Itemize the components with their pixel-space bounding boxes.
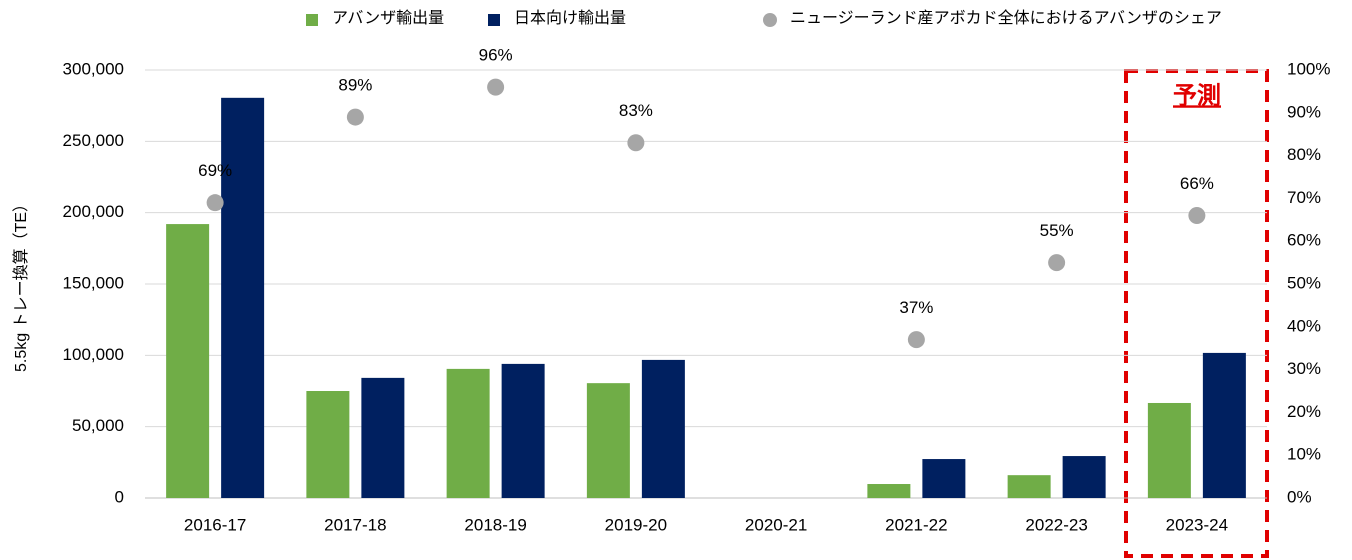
- legend-label: ニュージーランド産アボカド全体におけるアバンザのシェア: [790, 9, 1222, 27]
- x-tick-label: 2018-19: [464, 515, 526, 534]
- data-label: 69%: [198, 161, 232, 180]
- y-tick-label: 300,000: [63, 59, 124, 78]
- legend-marker: [306, 14, 318, 26]
- bar: [306, 391, 350, 498]
- y-tick-label: 250,000: [63, 131, 124, 150]
- y2-tick-label: 90%: [1287, 102, 1321, 121]
- x-tick-label: 2022-23: [1025, 515, 1087, 534]
- bar: [166, 224, 210, 498]
- y2-tick-label: 80%: [1287, 145, 1321, 164]
- data-label: 83%: [619, 101, 653, 120]
- data-label: 37%: [899, 298, 933, 317]
- y-tick-label: 0: [115, 487, 124, 506]
- share-dot: [346, 108, 364, 126]
- y2-tick-label: 10%: [1287, 445, 1321, 464]
- share-dot: [907, 331, 925, 349]
- bar: [1007, 475, 1051, 498]
- bar: [922, 459, 966, 498]
- y2-tick-label: 60%: [1287, 231, 1321, 250]
- bar: [221, 97, 265, 498]
- bar: [1202, 352, 1246, 498]
- bar: [361, 377, 405, 498]
- y-tick-label: 50,000: [72, 416, 124, 435]
- bar: [501, 363, 545, 498]
- bar: [1147, 402, 1191, 498]
- y2-tick-label: 0%: [1287, 487, 1312, 506]
- share-dot: [1188, 207, 1206, 225]
- annotation: 予測: [1173, 81, 1221, 109]
- data-label: 55%: [1040, 221, 1074, 240]
- share-dot: [487, 78, 505, 96]
- legend-label: 日本向け輸出量: [514, 9, 626, 27]
- forecast-box: [1124, 69, 1269, 558]
- x-tick-label: 2019-20: [605, 515, 667, 534]
- x-tick-label: 2021-22: [885, 515, 947, 534]
- y2-tick-label: 20%: [1287, 402, 1321, 421]
- y2-tick-label: 100%: [1287, 59, 1330, 78]
- data-label: 96%: [479, 46, 513, 65]
- y-tick-label: 200,000: [63, 202, 124, 221]
- y-axis-label: 5.5kg トレー換算（TE）: [11, 196, 30, 372]
- bar: [586, 383, 630, 498]
- y-tick-label: 100,000: [63, 345, 124, 364]
- y2-tick-label: 70%: [1287, 188, 1321, 207]
- data-label: 89%: [338, 76, 372, 95]
- share-dot: [627, 134, 645, 152]
- share-dot: [1048, 254, 1066, 272]
- x-tick-label: 2017-18: [324, 515, 386, 534]
- x-tick-label: 2016-17: [184, 515, 246, 534]
- bar: [446, 368, 490, 498]
- legend-marker: [763, 13, 777, 27]
- y2-tick-label: 40%: [1287, 316, 1321, 335]
- bar: [641, 359, 685, 498]
- legend-marker: [488, 14, 500, 26]
- y2-tick-label: 50%: [1287, 273, 1321, 292]
- bar: [1062, 456, 1106, 498]
- x-tick-label: 2020-21: [745, 515, 807, 534]
- share-dot: [206, 194, 224, 212]
- legend-label: アバンザ輸出量: [332, 9, 444, 27]
- x-tick-label: 2023-24: [1166, 515, 1228, 534]
- data-label: 66%: [1180, 174, 1214, 193]
- y2-tick-label: 30%: [1287, 359, 1321, 378]
- bar: [867, 484, 911, 498]
- y-tick-label: 150,000: [63, 273, 124, 292]
